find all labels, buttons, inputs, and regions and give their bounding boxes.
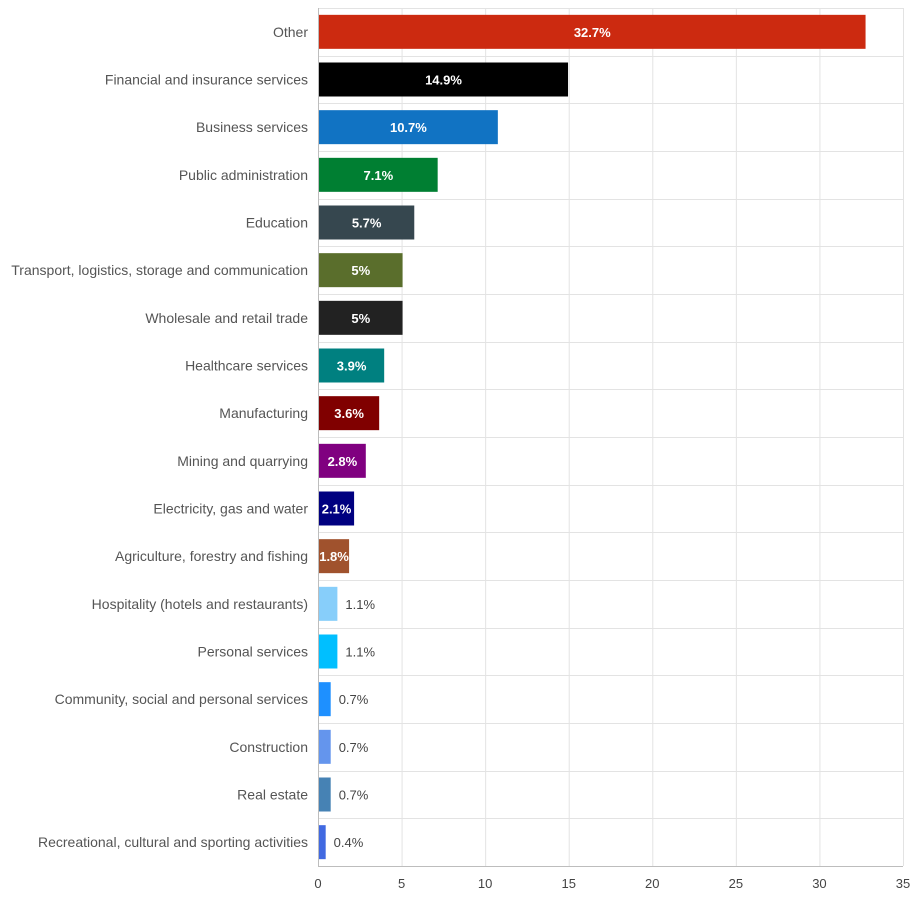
bar <box>319 300 403 335</box>
category-label: Community, social and personal services <box>55 691 308 707</box>
data-label: 1.8% <box>319 549 349 564</box>
bar <box>319 634 338 669</box>
x-tick-label: 30 <box>812 876 826 891</box>
category-label: Manufacturing <box>219 405 308 421</box>
data-label: 0.7% <box>339 692 369 707</box>
bar <box>319 539 350 574</box>
x-tick-label: 15 <box>561 876 575 891</box>
category-label: Transport, logistics, storage and commun… <box>11 262 308 278</box>
category-label: Real estate <box>237 787 308 803</box>
x-tick-label: 35 <box>896 876 910 891</box>
bar <box>319 825 326 860</box>
category-label: Other <box>273 24 308 40</box>
data-label: 14.9% <box>425 73 462 88</box>
category-label: Recreational, cultural and sporting acti… <box>38 834 308 850</box>
category-label: Hospitality (hotels and restaurants) <box>92 596 308 612</box>
data-label: 7.1% <box>364 168 394 183</box>
data-label: 1.1% <box>345 645 375 660</box>
x-tick-label: 20 <box>645 876 659 891</box>
category-label: Construction <box>229 739 308 755</box>
bar <box>319 14 866 49</box>
data-label: 3.9% <box>337 359 367 374</box>
data-label: 5% <box>351 311 370 326</box>
bar <box>319 586 338 621</box>
data-label: 2.1% <box>322 502 352 517</box>
data-label: 2.8% <box>328 454 358 469</box>
category-label: Personal services <box>198 644 309 660</box>
data-label: 3.6% <box>334 406 364 421</box>
data-label: 32.7% <box>574 25 611 40</box>
x-tick-label: 0 <box>314 876 321 891</box>
bar <box>319 157 438 192</box>
data-label: 0.7% <box>339 788 369 803</box>
bar <box>319 110 498 145</box>
category-label: Business services <box>196 119 308 135</box>
category-label: Wholesale and retail trade <box>145 310 308 326</box>
x-tick-label: 10 <box>478 876 492 891</box>
bar <box>319 443 366 478</box>
bar <box>319 729 331 764</box>
bar <box>319 205 415 240</box>
data-label: 10.7% <box>390 120 427 135</box>
bar <box>319 491 355 526</box>
bar <box>319 396 380 431</box>
bar <box>319 348 385 383</box>
category-label: Education <box>246 215 308 231</box>
data-label: 1.1% <box>345 597 375 612</box>
category-label: Public administration <box>179 167 308 183</box>
category-label: Financial and insurance services <box>105 72 308 88</box>
data-label: 5% <box>351 263 370 278</box>
bar <box>319 253 403 288</box>
category-label: Electricity, gas and water <box>153 501 308 517</box>
bar <box>319 682 331 717</box>
bar <box>319 62 569 97</box>
category-label: Healthcare services <box>185 358 308 374</box>
x-tick-label: 5 <box>398 876 405 891</box>
x-tick-label: 25 <box>729 876 743 891</box>
data-label: 0.4% <box>334 835 364 850</box>
data-label: 5.7% <box>352 216 382 231</box>
category-label: Mining and quarrying <box>177 453 308 469</box>
category-label: Agriculture, forestry and fishing <box>115 548 308 564</box>
bar <box>319 777 331 812</box>
data-label: 0.7% <box>339 740 369 755</box>
